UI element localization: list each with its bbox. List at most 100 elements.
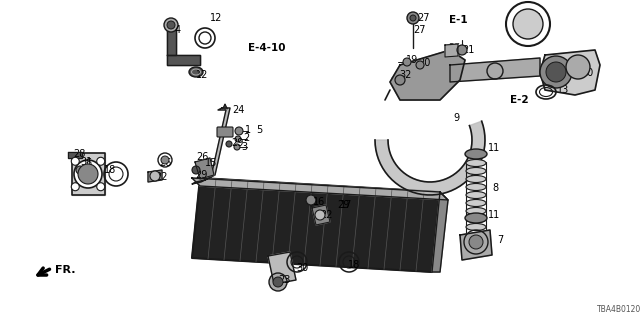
Text: 25: 25 [448,43,461,53]
Text: 27: 27 [417,13,429,23]
Polygon shape [192,108,230,184]
Polygon shape [375,121,485,195]
Text: 2: 2 [243,133,249,143]
Circle shape [226,141,232,147]
Circle shape [269,273,287,291]
Circle shape [315,210,325,220]
Circle shape [71,157,79,165]
Ellipse shape [466,223,486,230]
Ellipse shape [466,191,486,198]
Ellipse shape [465,213,487,223]
Text: 29: 29 [231,138,243,148]
Ellipse shape [466,159,486,166]
Circle shape [71,183,79,191]
Circle shape [566,55,590,79]
Text: 30: 30 [296,263,308,273]
Circle shape [76,166,84,174]
Text: 18: 18 [104,165,116,175]
Circle shape [234,144,240,150]
Text: 24: 24 [232,105,244,115]
Circle shape [78,164,98,184]
Ellipse shape [466,167,486,174]
Circle shape [410,15,416,21]
Circle shape [395,75,405,85]
Text: 18: 18 [348,260,360,270]
Text: 32: 32 [399,70,412,80]
Text: 1: 1 [245,125,251,135]
Circle shape [273,277,283,287]
Circle shape [469,235,483,249]
Text: 16: 16 [313,197,325,207]
Text: E-4-10: E-4-10 [248,43,285,53]
Polygon shape [148,170,162,182]
Text: 9: 9 [453,113,459,123]
FancyBboxPatch shape [217,127,233,137]
Text: 10: 10 [582,68,595,78]
Circle shape [164,18,178,32]
Text: 21: 21 [462,45,474,55]
Circle shape [97,157,105,165]
Text: 26: 26 [196,152,209,162]
Ellipse shape [466,199,486,206]
Text: 5: 5 [256,125,262,135]
Text: 31: 31 [80,157,92,167]
Circle shape [235,127,243,135]
Circle shape [74,160,102,188]
Text: 4: 4 [175,25,181,35]
Text: 19: 19 [406,55,419,65]
Circle shape [457,45,467,55]
Text: 11: 11 [488,143,500,153]
Circle shape [167,21,175,29]
Text: 15: 15 [205,158,218,168]
Polygon shape [445,44,458,57]
Circle shape [407,12,419,24]
Polygon shape [195,158,214,179]
Text: 22: 22 [320,210,333,220]
Ellipse shape [466,207,486,214]
Polygon shape [72,153,105,195]
Polygon shape [540,50,600,95]
Text: 3: 3 [241,142,247,152]
Polygon shape [268,252,296,284]
Text: 22: 22 [155,172,168,182]
Circle shape [97,183,105,191]
Text: 23: 23 [278,275,291,285]
Text: E-2: E-2 [510,95,529,105]
Text: 12: 12 [210,13,222,23]
Text: 29: 29 [337,200,349,210]
Circle shape [235,136,241,142]
Ellipse shape [465,149,487,159]
Text: 13: 13 [557,85,569,95]
Text: 12: 12 [196,70,209,80]
Ellipse shape [466,183,486,190]
Circle shape [540,56,572,88]
Text: 28: 28 [73,149,85,159]
Circle shape [416,61,424,69]
Text: 14: 14 [530,13,542,23]
Text: 20: 20 [418,58,430,68]
Circle shape [546,62,566,82]
Polygon shape [192,178,448,200]
Text: E-1: E-1 [449,15,468,25]
Text: 8: 8 [492,183,498,193]
Circle shape [192,166,200,174]
Text: FR.: FR. [55,265,76,275]
Polygon shape [432,192,448,272]
Circle shape [161,156,169,164]
Text: TBA4B0120A: TBA4B0120A [597,306,640,315]
Polygon shape [390,50,465,100]
Text: 6: 6 [85,158,91,168]
Circle shape [403,58,411,66]
Polygon shape [192,178,440,272]
Text: 17: 17 [340,200,353,210]
Text: 7: 7 [497,235,503,245]
Text: 11: 11 [488,210,500,220]
Polygon shape [312,205,330,225]
Text: 26: 26 [159,158,172,168]
Text: 27: 27 [413,25,426,35]
Polygon shape [460,230,492,260]
Circle shape [150,171,160,181]
Circle shape [306,195,316,205]
Text: 29: 29 [195,170,207,180]
Circle shape [513,9,543,39]
